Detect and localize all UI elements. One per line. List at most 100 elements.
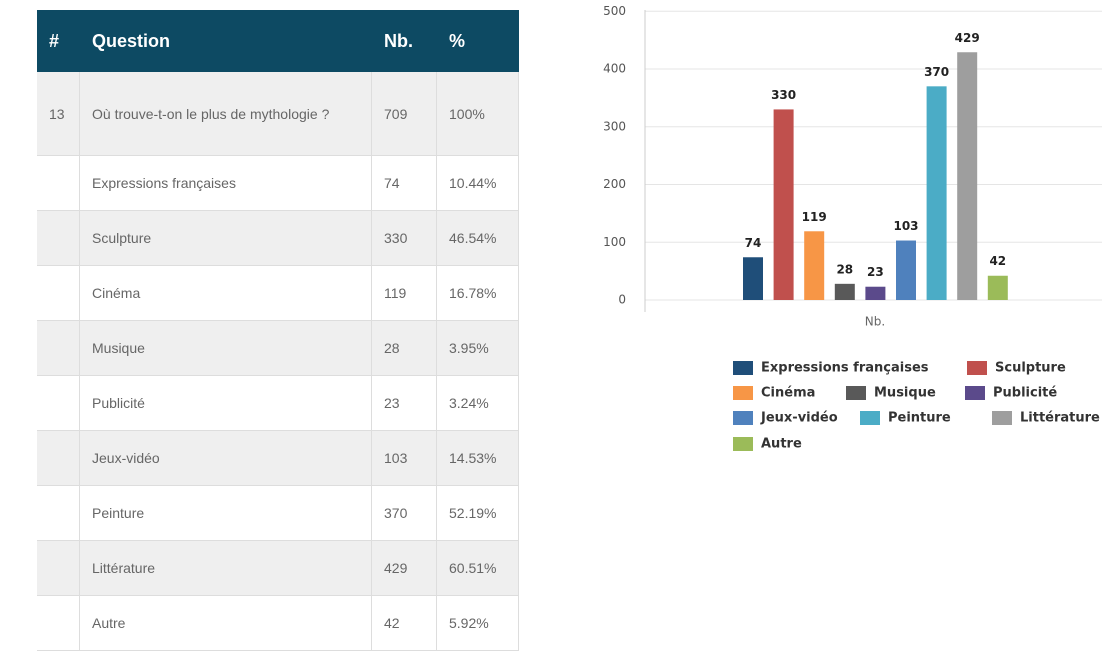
row-percent: 100% xyxy=(437,72,519,156)
row-number xyxy=(37,211,80,266)
bar xyxy=(743,257,763,300)
y-tick-label: 400 xyxy=(603,62,626,76)
legend-label: Peinture xyxy=(888,411,951,426)
cell-text: Autre xyxy=(92,615,126,631)
row-number: 13 xyxy=(37,72,80,156)
row-question: Expressions françaises xyxy=(80,156,372,211)
row-number xyxy=(37,156,80,211)
data-label: 429 xyxy=(955,31,980,45)
row-question: Où trouve-t-on le plus de mythologie ? xyxy=(80,72,372,156)
header-cell: % xyxy=(437,10,519,72)
row-percent: 14.53% xyxy=(437,431,519,486)
y-tick-label: 500 xyxy=(603,4,626,18)
page: # Question Nb.% 13 Où trouve-t-on le plus de… xyxy=(37,3,1102,651)
cell-text: 709 xyxy=(384,105,408,122)
row-number xyxy=(37,266,80,321)
cell-text: Musique xyxy=(92,340,145,356)
data-label: 370 xyxy=(924,65,949,79)
bar xyxy=(865,286,886,300)
row-question: Publicité xyxy=(80,376,372,431)
legend-swatch xyxy=(733,361,753,375)
cell-text: Publicité xyxy=(92,395,145,411)
row-question: Jeux-vidéo xyxy=(80,431,372,486)
row-percent: 3.95% xyxy=(437,321,519,376)
legend-label: Publicité xyxy=(993,386,1057,401)
row-question: Sculpture xyxy=(80,211,372,266)
legend-swatch xyxy=(965,386,985,400)
cell-text: Peinture xyxy=(92,505,145,521)
legend-label: Cinéma xyxy=(761,386,815,401)
row-percent: 46.54% xyxy=(437,211,519,266)
cell-text: 74 xyxy=(384,175,400,191)
header-cell: Question xyxy=(80,10,372,72)
cell-text: 46.54% xyxy=(449,230,497,246)
bar xyxy=(773,109,794,300)
legend-swatch xyxy=(967,361,987,375)
cell-text: Question xyxy=(92,31,171,51)
y-tick-label: 200 xyxy=(603,177,626,191)
bar xyxy=(957,52,978,300)
legend-label: Littérature xyxy=(1020,411,1100,426)
data-label: 330 xyxy=(771,88,796,102)
legend-swatch xyxy=(733,386,753,400)
cell-text: 42 xyxy=(384,615,400,631)
legend-swatch xyxy=(733,437,753,451)
row-count: 103 xyxy=(372,431,437,486)
x-tick-label: Nb. xyxy=(865,315,885,329)
bar xyxy=(987,275,1008,300)
cell-text: Littérature xyxy=(92,560,156,576)
data-label: 103 xyxy=(893,219,918,233)
y-tick-label: 100 xyxy=(603,235,626,249)
row-question: Cinéma xyxy=(80,266,372,321)
row-percent: 60.51% xyxy=(437,541,519,596)
legend-label: Jeux-vidéo xyxy=(760,411,838,426)
cell-text: Expressions françaises xyxy=(92,175,236,191)
bar xyxy=(896,240,916,300)
legend-label: Sculpture xyxy=(995,361,1066,376)
cell-text: 3.24% xyxy=(449,395,489,411)
cell-text: Nb. xyxy=(384,31,413,51)
data-label: 23 xyxy=(867,265,884,279)
cell-text: 429 xyxy=(384,560,408,576)
cell-text: 13 xyxy=(49,105,65,122)
row-question: Littérature xyxy=(80,541,372,596)
cell-text: 14.53% xyxy=(449,450,497,466)
y-tick-label: 0 xyxy=(618,293,626,307)
header-cell: Nb. xyxy=(372,10,437,72)
legend-swatch xyxy=(733,411,753,425)
data-label: 74 xyxy=(745,236,762,250)
y-tick-label: 300 xyxy=(603,119,626,133)
cell-text: 28 xyxy=(384,340,400,356)
row-number xyxy=(37,541,80,596)
row-count: 28 xyxy=(372,321,437,376)
bar xyxy=(926,86,947,300)
row-percent: 3.24% xyxy=(437,376,519,431)
cell-text: 100% xyxy=(449,105,485,122)
data-label: 28 xyxy=(836,262,853,276)
cell-text: 119 xyxy=(384,285,407,301)
legend-label: Expressions françaises xyxy=(761,361,929,376)
row-number xyxy=(37,431,80,486)
row-number xyxy=(37,321,80,376)
row-count: 709 xyxy=(372,72,437,156)
header-cell: # xyxy=(37,10,80,72)
cell-text: 52.19% xyxy=(449,505,497,521)
cell-text: Cinéma xyxy=(92,285,141,301)
row-percent: 52.19% xyxy=(437,486,519,541)
cell-text: 10.44% xyxy=(449,175,497,191)
row-question: Musique xyxy=(80,321,372,376)
legend-swatch xyxy=(860,411,880,425)
legend-label: Autre xyxy=(761,437,802,452)
data-label: 119 xyxy=(802,210,827,224)
legend-swatch xyxy=(846,386,866,400)
row-count: 74 xyxy=(372,156,437,211)
row-count: 23 xyxy=(372,376,437,431)
row-count: 330 xyxy=(372,211,437,266)
row-number xyxy=(37,486,80,541)
cell-text: % xyxy=(449,31,466,51)
bar xyxy=(804,231,825,300)
cell-text: 5.92% xyxy=(449,615,489,631)
chart: 0 100 200 300 400 500 Nb. 74 Expressions françai… xyxy=(603,4,1102,452)
cell-text: 16.78% xyxy=(449,285,497,301)
legend-label: Musique xyxy=(874,386,936,401)
